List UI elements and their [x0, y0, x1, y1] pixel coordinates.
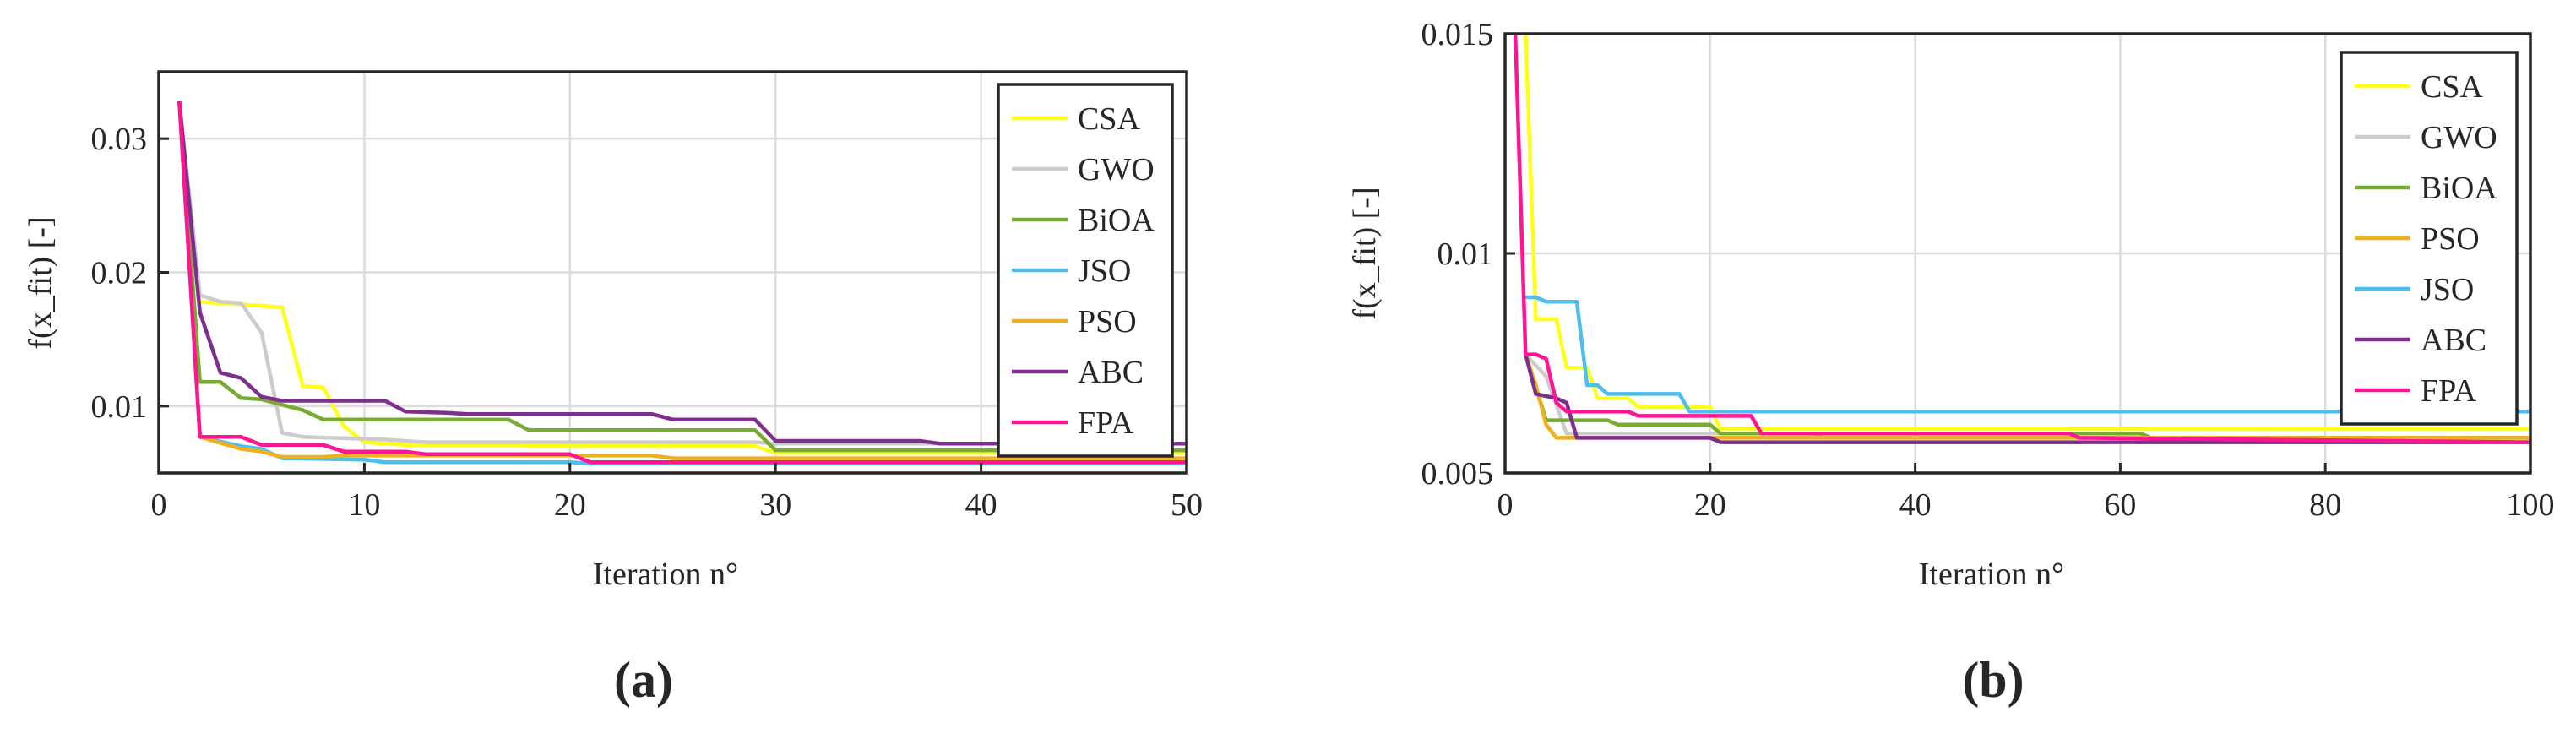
chart-b-y-tick-label-0: 0.005: [1421, 456, 1494, 492]
chart-b-x-tick-label-5: 100: [2507, 487, 2555, 523]
chart-a-x-tick-label-5: 50: [1171, 487, 1203, 523]
chart-a: 0 10 20 30 40 50 0.01 0.02 0.03 CSA GWO BiOA JSO PS…: [23, 70, 1203, 708]
chart-b-series-group: [1513, 33, 2531, 444]
chart-a-legend-label-bioa: BiOA: [1078, 203, 1155, 238]
chart-b-x-axis-label: Iteration n°: [1919, 557, 2064, 592]
chart-a-y-axis-label-text: f(x_fit) [-]: [23, 216, 58, 349]
chart-a-series-gwo: [177, 101, 1187, 446]
chart-a-legend: CSA GWO BiOA JSO PSO ABC FPA: [997, 83, 1174, 458]
chart-a-x-axis-label: Iteration n°: [593, 557, 738, 592]
chart-a-panel-label: (a): [614, 652, 673, 708]
chart-a-legend-label-jso: JSO: [1078, 253, 1131, 289]
chart-b-legend-label-abc: ABC: [2421, 323, 2486, 358]
chart-a-x-tick-label-4: 40: [965, 487, 997, 523]
chart-b-y-tick-label-1: 0.01: [1437, 236, 1494, 272]
chart-a-x-tick-label-3: 30: [759, 487, 791, 523]
chart-a-x-tick-label-0: 0: [151, 487, 167, 523]
chart-a-y-tick-label-2: 0.03: [91, 122, 148, 157]
chart-b-x-tick-label-1: 20: [1694, 487, 1726, 523]
chart-b-x-tick-label-3: 60: [2104, 487, 2136, 523]
chart-a-legend-label-abc: ABC: [1078, 355, 1144, 390]
chart-a-series-abc: [177, 101, 1187, 446]
chart-a-y-axis-label: f(x_fit) [-]: [23, 216, 58, 349]
chart-a-legend-label-fpa: FPA: [1078, 405, 1134, 441]
chart-b-x-ticks: 0 20 40 60 80 100: [1497, 463, 2555, 523]
chart-b-series-abc: [1524, 354, 2530, 444]
chart-b: 0 20 40 60 80 100 0.005 0.01 0.015 CSA GWO BiOA PS…: [1347, 17, 2555, 708]
chart-b-y-axis-label-text: f(x_fit) [-]: [1347, 187, 1383, 319]
chart-a-x-tick-label-2: 20: [554, 487, 586, 523]
chart-a-series-pso: [177, 101, 1187, 460]
chart-a-legend-label-gwo: GWO: [1078, 152, 1155, 187]
chart-b-series-jso: [1525, 295, 2530, 414]
chart-a-y-tick-label-0: 0.01: [91, 389, 148, 425]
chart-a-x-ticks: 0 10 20 30 40 50: [151, 463, 1203, 523]
chart-b-legend-label-pso: PSO: [2421, 221, 2480, 257]
chart-b-legend-label-csa: CSA: [2421, 69, 2483, 105]
chart-b-legend-label-fpa: FPA: [2421, 373, 2477, 409]
chart-a-series-group: [177, 101, 1187, 466]
chart-b-y-axis-label: f(x_fit) [-]: [1347, 187, 1383, 319]
chart-b-legend-label-jso: JSO: [2421, 272, 2474, 307]
chart-a-legend-box: [997, 83, 1174, 458]
chart-b-x-tick-label-0: 0: [1497, 487, 1514, 523]
chart-a-legend-label-csa: CSA: [1078, 101, 1140, 137]
chart-b-panel-label: (b): [1962, 652, 2024, 708]
chart-b-series-fpa: [1513, 33, 2531, 444]
chart-b-x-tick-label-2: 40: [1899, 487, 1932, 523]
chart-b-legend-label-bioa: BiOA: [2421, 171, 2497, 206]
chart-b-legend-label-gwo: GWO: [2421, 120, 2497, 155]
chart-a-series-bioa: [177, 101, 1187, 453]
chart-a-y-tick-label-1: 0.02: [91, 256, 148, 291]
chart-a-x-tick-label-1: 10: [348, 487, 380, 523]
chart-a-y-ticks: 0.01 0.02 0.03: [91, 122, 169, 425]
chart-b-x-tick-label-4: 80: [2309, 487, 2341, 523]
chart-b-y-ticks: 0.005 0.01 0.015: [1421, 17, 1515, 492]
chart-b-legend: CSA GWO BiOA PSO JSO ABC FPA: [2340, 51, 2519, 426]
chart-a-series-fpa: [177, 101, 1187, 465]
chart-a-legend-label-pso: PSO: [1078, 304, 1137, 340]
chart-b-y-tick-label-2: 0.015: [1421, 17, 1494, 52]
